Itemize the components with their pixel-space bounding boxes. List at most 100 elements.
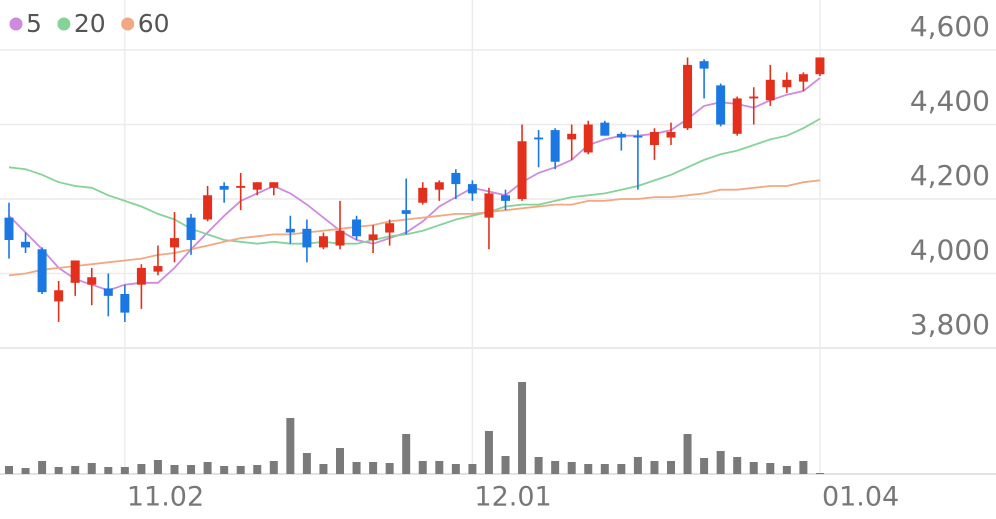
candle-body: [567, 133, 577, 140]
candle-body: [517, 141, 527, 199]
candle-body: [484, 193, 494, 218]
candle-body: [318, 236, 328, 248]
legend-label: 60: [138, 9, 170, 38]
volume-bar: [667, 461, 675, 474]
volume-bar: [352, 462, 361, 474]
candle-body: [600, 122, 610, 136]
volume-bar: [21, 468, 30, 474]
volume-bar: [336, 448, 344, 474]
candle-body: [699, 61, 709, 69]
volume-bar: [683, 434, 692, 474]
y-tick-label: 4,200: [910, 159, 990, 192]
volume-bar: [551, 461, 560, 474]
candle-body: [666, 131, 676, 138]
candle-body: [170, 238, 179, 248]
volume-bar: [716, 451, 725, 474]
volume-bar: [402, 434, 411, 474]
volume-bar: [484, 431, 493, 474]
volume-bar: [236, 466, 245, 474]
volume-bar: [418, 461, 427, 474]
candle-body: [186, 217, 196, 240]
volume-bar: [782, 466, 791, 474]
volume-bar: [71, 466, 80, 474]
candle-body: [798, 74, 808, 82]
candle-body: [54, 290, 64, 302]
candle-body: [4, 217, 14, 240]
candle-body: [782, 79, 792, 88]
candle-body: [616, 133, 626, 138]
volume-bar: [319, 464, 328, 474]
candle-body: [136, 267, 146, 285]
moving-average-line: [8, 179, 821, 277]
volume-bar: [385, 463, 394, 474]
candle-body: [815, 57, 825, 75]
x-tick-label: 12.01: [474, 482, 551, 513]
candle-body: [765, 79, 775, 101]
candle-body: [467, 184, 477, 194]
volume-bar: [104, 467, 113, 474]
volume-bar: [269, 461, 278, 474]
candle-body: [550, 130, 560, 162]
volume-bar: [137, 464, 146, 474]
candle-body: [70, 260, 80, 283]
candle-body: [385, 223, 395, 233]
moving-average-line: [8, 118, 821, 245]
volume-bar: [253, 465, 262, 474]
volume-bar: [170, 465, 179, 474]
volume-bar: [749, 462, 758, 474]
candle-body: [501, 195, 510, 201]
volume-bar: [501, 456, 510, 474]
candle-body: [583, 124, 593, 153]
volume-bar: [87, 463, 96, 474]
x-tick-label: 11.02: [127, 482, 204, 513]
volume-bar: [567, 462, 576, 474]
volume-bar: [302, 453, 311, 474]
volume-bar: [633, 457, 642, 474]
volume-bar: [468, 464, 477, 474]
candle-body: [120, 293, 130, 313]
volume-bar: [435, 461, 444, 474]
volume-bar: [584, 464, 593, 474]
x-tick-label: 01.04: [822, 482, 899, 513]
volume-bar: [650, 461, 659, 474]
candle-body: [633, 135, 643, 138]
volume-bar: [534, 457, 543, 474]
candle-body: [103, 288, 113, 296]
volume-bar: [815, 473, 824, 474]
candle-body: [335, 230, 345, 246]
candle-body: [732, 98, 742, 134]
volume-bar: [518, 382, 527, 474]
candle-body: [252, 182, 262, 190]
candle-body: [749, 96, 759, 99]
volume-bar: [54, 467, 63, 474]
volume-bar: [187, 465, 196, 474]
volume-bar: [203, 462, 212, 474]
candle-body: [418, 187, 428, 203]
candle-body: [534, 137, 544, 140]
legend-marker: [9, 17, 23, 31]
candle-body: [352, 219, 362, 237]
candle-body: [21, 241, 31, 248]
volume-bar: [38, 461, 47, 474]
y-tick-label: 4,000: [910, 234, 990, 267]
volume-bar: [220, 466, 229, 474]
volume-bar: [369, 462, 378, 474]
candle-body: [37, 249, 47, 293]
candle-body: [451, 172, 461, 185]
candle-body: [649, 131, 659, 145]
volume-bar: [120, 467, 129, 474]
volume-bar: [451, 464, 460, 474]
candle-body: [683, 64, 693, 129]
volume-bar: [286, 418, 295, 474]
candle-body: [368, 234, 378, 240]
candle-body: [236, 185, 246, 188]
volume-bar: [5, 466, 13, 474]
candle-body: [203, 195, 213, 220]
volume-bar: [600, 464, 609, 474]
volume-bar: [153, 460, 162, 474]
volume-bar: [733, 457, 742, 474]
volume-bar: [617, 464, 626, 474]
legend-marker: [57, 17, 71, 31]
